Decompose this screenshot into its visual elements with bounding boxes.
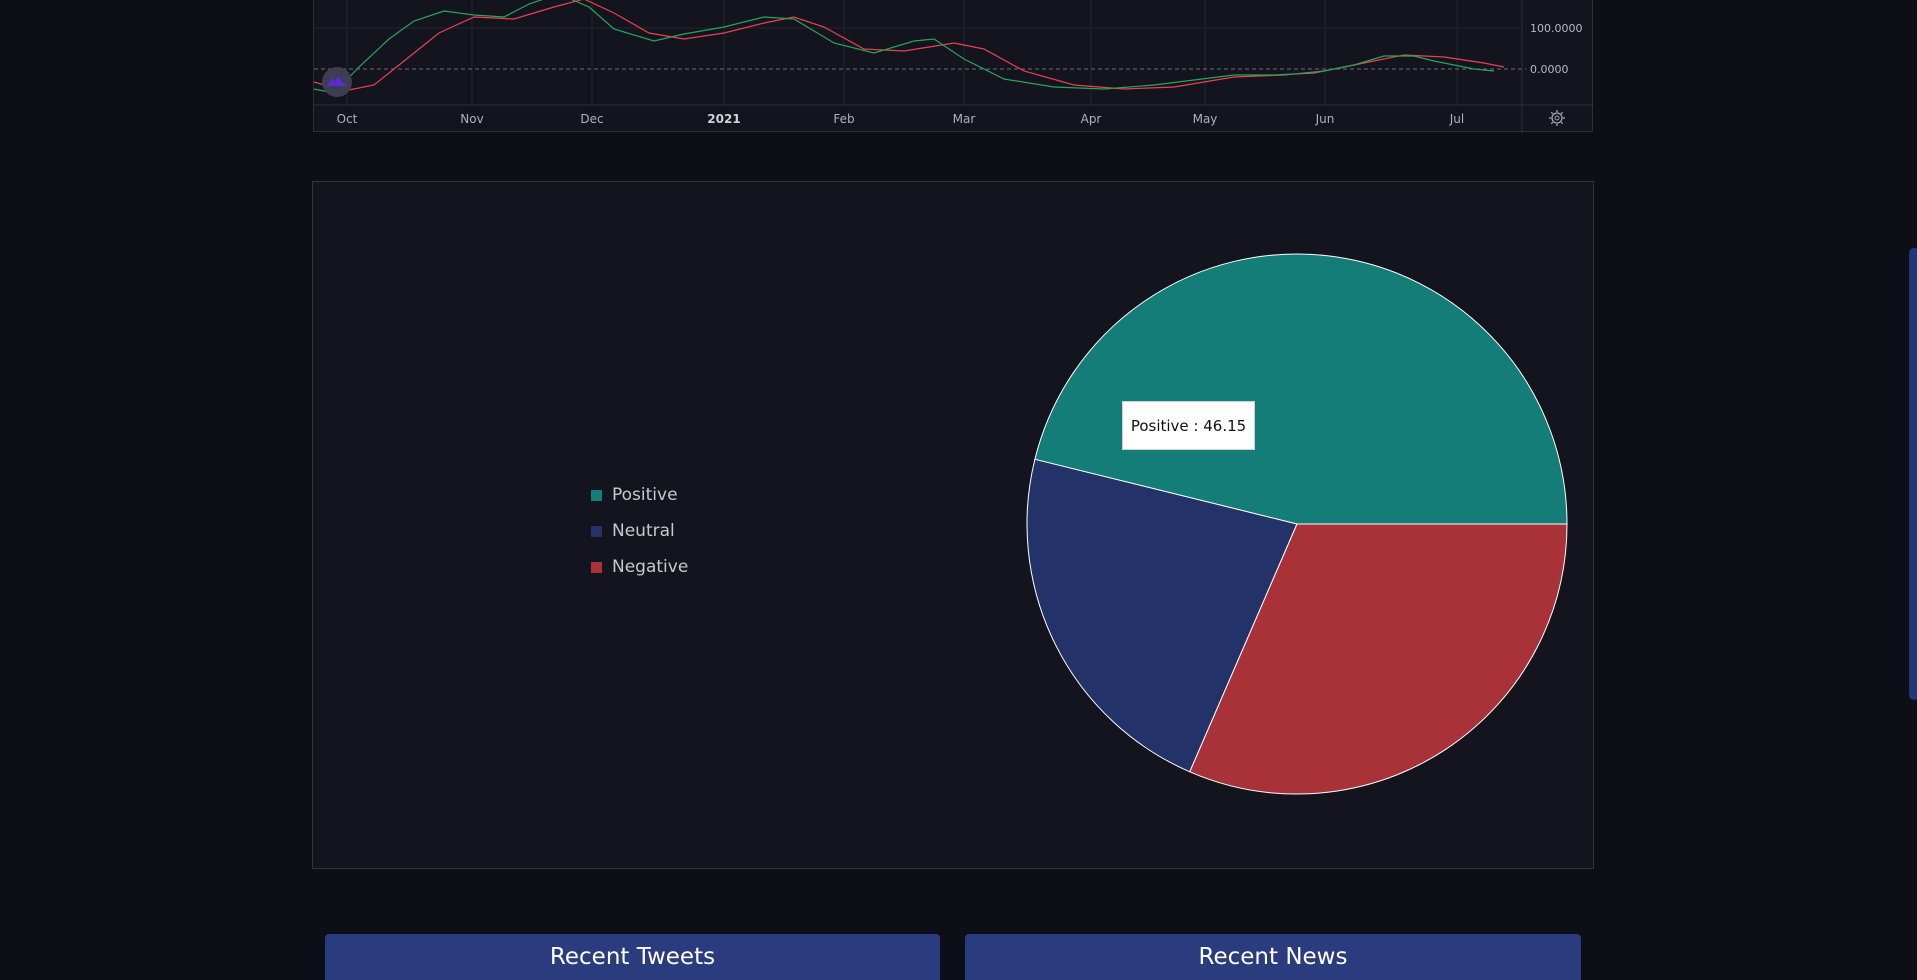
legend-label-negative: Negative bbox=[612, 557, 689, 577]
x-axis-label: 2021 bbox=[707, 112, 740, 126]
oscillator-chart[interactable]: Oct Nov Dec 2021 Feb Mar Apr May Jun Jul 100.0000… bbox=[313, 0, 1594, 133]
recent-tweets-header: Recent Tweets bbox=[325, 934, 940, 980]
legend-item-negative[interactable]: Negative bbox=[591, 549, 688, 585]
x-axis-label: Jul bbox=[1449, 112, 1464, 126]
x-axis-label: Jun bbox=[1315, 112, 1335, 126]
x-axis-label: Feb bbox=[833, 112, 854, 126]
y-label-100: 100.0000 bbox=[1530, 22, 1583, 35]
pie-slice-positive[interactable] bbox=[1034, 253, 1568, 525]
chart-logo-icon[interactable] bbox=[322, 67, 352, 97]
x-axis-label: Nov bbox=[460, 112, 483, 126]
pie-tooltip: Positive : 46.15 bbox=[1122, 401, 1255, 450]
oscillator-svg: Oct Nov Dec 2021 Feb Mar Apr May Jun Jul 100.0000… bbox=[314, 0, 1594, 133]
pie-legend: Positive Neutral Negative bbox=[591, 477, 688, 585]
fast-signal-line bbox=[314, 0, 1495, 94]
pie-slice-negative[interactable] bbox=[1189, 523, 1568, 795]
x-axis-label: May bbox=[1193, 112, 1218, 126]
x-axis-label: Mar bbox=[953, 112, 976, 126]
legend-label-positive: Positive bbox=[612, 485, 678, 505]
x-axis-label: Oct bbox=[337, 112, 358, 126]
legend-swatch-neutral bbox=[591, 525, 602, 537]
sentiment-pie-panel: Positive Neutral Negative Positive : 46.… bbox=[312, 181, 1594, 869]
x-axis-label: Dec bbox=[580, 112, 603, 126]
settings-gear-icon[interactable] bbox=[1549, 110, 1565, 126]
recent-news-header: Recent News bbox=[965, 934, 1581, 980]
x-axis-label: Apr bbox=[1081, 112, 1102, 126]
legend-swatch-negative bbox=[591, 561, 602, 573]
pie-slice-neutral[interactable] bbox=[1026, 458, 1298, 773]
slow-signal-line bbox=[314, 0, 1505, 92]
legend-label-neutral: Neutral bbox=[612, 521, 675, 541]
legend-swatch-positive bbox=[591, 489, 602, 501]
sentiment-pie-chart[interactable] bbox=[313, 182, 1595, 870]
y-label-0: 0.0000 bbox=[1530, 63, 1569, 76]
legend-item-positive[interactable]: Positive bbox=[591, 477, 688, 513]
page-scrollbar-thumb[interactable] bbox=[1909, 248, 1917, 700]
legend-item-neutral[interactable]: Neutral bbox=[591, 513, 688, 549]
